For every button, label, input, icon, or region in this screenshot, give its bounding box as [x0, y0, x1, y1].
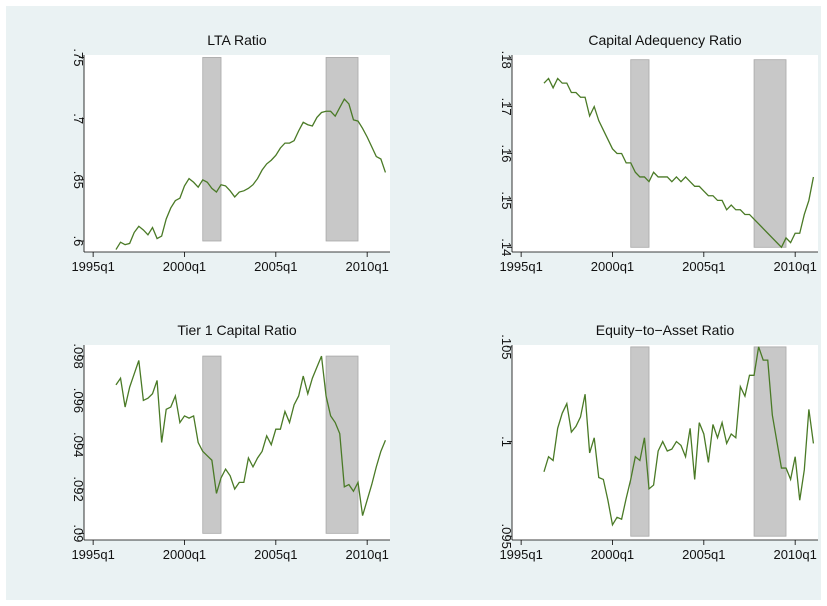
- y-tick-label: .096: [71, 388, 86, 413]
- shaded-period: [753, 59, 787, 248]
- y-tick-label: .098: [71, 343, 86, 368]
- line-series: [543, 346, 815, 527]
- shaded-period: [325, 57, 359, 242]
- shaded-period: [753, 346, 787, 537]
- y-tick-label: .7: [71, 113, 86, 124]
- shaded-period: [630, 59, 650, 248]
- x-tick-label: 2010q1: [773, 259, 816, 274]
- y-tick-label: .14: [499, 238, 514, 256]
- shaded-period: [202, 355, 222, 534]
- x-tick-label: 2005q1: [254, 259, 297, 274]
- shaded-period: [325, 355, 359, 534]
- x-tick-label: 2000q1: [163, 547, 206, 562]
- x-tick-label: 2010q1: [773, 547, 816, 562]
- y-tick-label: .1: [499, 436, 514, 447]
- x-tick-label: 2000q1: [163, 259, 206, 274]
- y-tick-label: .09: [71, 524, 86, 542]
- x-tick-label: 2005q1: [254, 547, 297, 562]
- panel-title: LTA Ratio: [207, 32, 267, 48]
- x-tick-label: 2005q1: [682, 547, 725, 562]
- line-series: [543, 77, 815, 249]
- y-tick-label: .092: [71, 476, 86, 501]
- y-tick-label: .094: [71, 432, 86, 457]
- y-tick-label: .6: [71, 236, 86, 247]
- y-tick-label: .15: [499, 191, 514, 209]
- shaded-period: [202, 57, 222, 242]
- panel-title: Equity−to−Asset Ratio: [596, 322, 735, 338]
- y-tick-label: .17: [499, 98, 514, 116]
- x-tick-label: 1995q1: [71, 259, 114, 274]
- x-tick-label: 2010q1: [345, 259, 388, 274]
- x-tick-label: 2000q1: [591, 259, 634, 274]
- y-tick-label: .16: [499, 144, 514, 162]
- shaded-period: [630, 346, 650, 537]
- x-tick-label: 1995q1: [499, 259, 542, 274]
- x-tick-label: 1995q1: [499, 547, 542, 562]
- line-series: [115, 97, 387, 250]
- y-tick-label: .095: [499, 524, 514, 549]
- y-tick-label: .75: [71, 48, 86, 66]
- y-tick-label: .105: [499, 334, 514, 359]
- y-tick-label: .65: [71, 171, 86, 189]
- x-tick-label: 2005q1: [682, 259, 725, 274]
- x-tick-label: 2010q1: [345, 547, 388, 562]
- x-tick-label: 2000q1: [591, 547, 634, 562]
- x-tick-label: 1995q1: [71, 547, 114, 562]
- panel-title: Tier 1 Capital Ratio: [177, 322, 297, 338]
- panel-title: Capital Adequency Ratio: [588, 32, 742, 48]
- y-tick-label: .18: [499, 51, 514, 69]
- line-series: [115, 355, 387, 516]
